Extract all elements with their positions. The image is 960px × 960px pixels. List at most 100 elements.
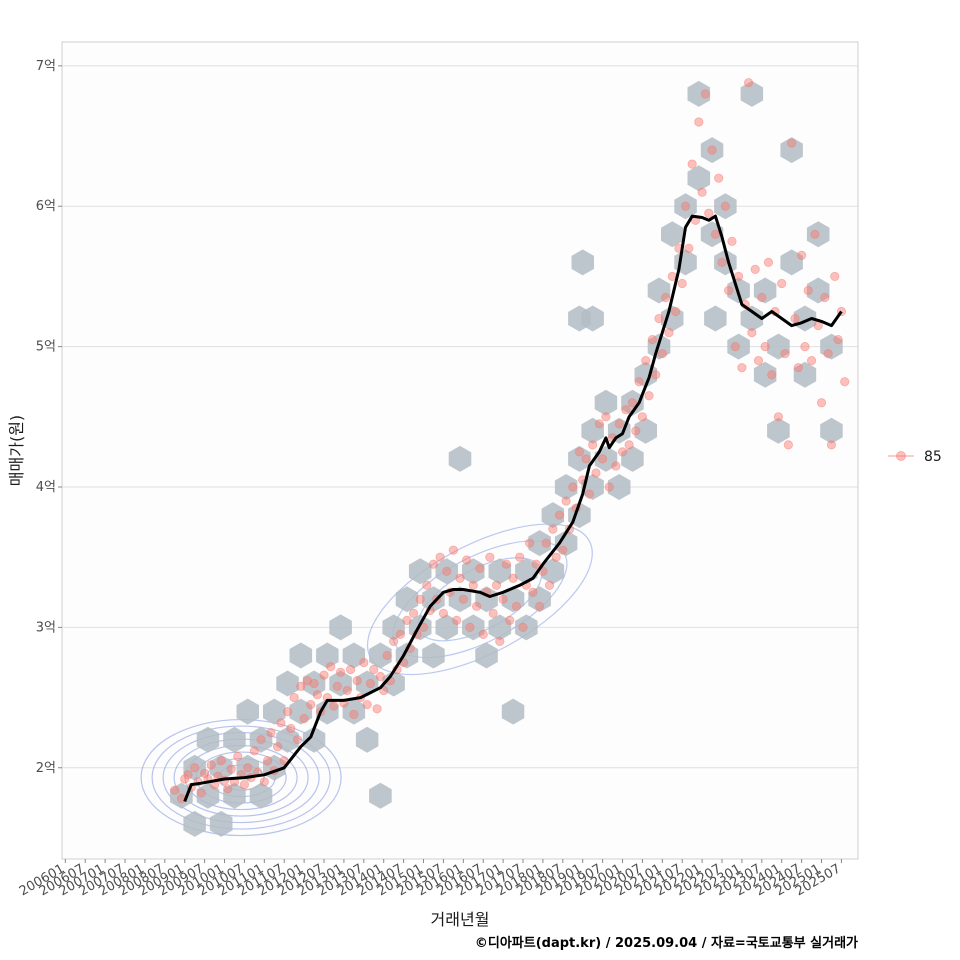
x-axis-title: 거래년월 — [431, 910, 490, 929]
data-point — [750, 264, 760, 275]
hex-bin — [740, 80, 764, 107]
hex-bin — [634, 417, 657, 444]
data-point — [810, 229, 820, 239]
hex-bin — [329, 614, 352, 641]
legend: 85 — [888, 449, 942, 465]
data-point — [710, 229, 720, 239]
data-point — [438, 608, 449, 618]
data-point — [614, 419, 624, 429]
data-point — [763, 257, 774, 267]
data-point — [329, 701, 339, 711]
scatter-points — [170, 78, 850, 804]
hex-bin — [727, 333, 750, 360]
data-point — [598, 454, 608, 464]
data-point — [243, 763, 253, 773]
data-point — [700, 89, 711, 99]
data-point — [820, 292, 830, 303]
hex-bin — [316, 642, 339, 669]
data-point — [276, 718, 286, 728]
data-point — [435, 552, 445, 562]
hex-bin — [183, 810, 206, 837]
data-point — [558, 545, 568, 555]
data-point — [747, 327, 757, 338]
data-point — [773, 412, 784, 422]
data-point — [753, 356, 764, 366]
data-point — [515, 552, 525, 562]
hex-bin — [196, 726, 220, 753]
hex-bin — [276, 670, 299, 697]
data-point — [621, 405, 631, 415]
density-contour — [151, 725, 331, 830]
hex-bin — [395, 642, 419, 669]
data-point — [525, 538, 535, 548]
data-point — [816, 398, 827, 408]
hex-bin — [581, 305, 604, 332]
data-point — [498, 594, 508, 604]
hex-bin — [581, 417, 604, 444]
data-point — [233, 751, 243, 762]
hex-bin — [395, 586, 419, 613]
data-point — [312, 690, 322, 700]
data-point — [687, 159, 697, 169]
data-point — [611, 461, 621, 471]
data-point — [840, 377, 850, 387]
data-point — [369, 664, 379, 675]
data-point — [402, 615, 412, 625]
data-point — [511, 601, 521, 611]
data-point — [684, 243, 694, 253]
data-point — [345, 664, 356, 675]
hex-bin — [501, 586, 525, 613]
data-point — [793, 363, 803, 373]
hex-bin — [236, 698, 259, 725]
data-point — [462, 555, 472, 565]
data-point — [183, 770, 193, 780]
data-point — [790, 313, 800, 324]
data-point — [226, 764, 236, 774]
hex-bin — [704, 305, 727, 332]
hex-bin — [820, 333, 843, 360]
data-point — [190, 763, 200, 773]
hex-bin — [515, 614, 538, 641]
hex-bin — [554, 474, 578, 500]
data-point — [760, 342, 770, 352]
y-tick-label: 3억 — [36, 620, 56, 635]
data-point — [664, 327, 674, 338]
hex-bin — [289, 642, 313, 669]
data-point — [296, 681, 306, 691]
hex-bin — [541, 502, 565, 529]
data-point — [206, 760, 216, 770]
data-point — [455, 573, 465, 583]
data-point — [501, 559, 512, 569]
data-point — [826, 440, 837, 450]
data-point — [823, 349, 833, 359]
trend-line-group — [183, 214, 843, 802]
data-point — [777, 278, 787, 289]
hex-bin — [753, 361, 777, 388]
data-point — [442, 566, 452, 576]
data-point — [452, 615, 462, 625]
data-point — [528, 587, 538, 597]
data-point — [574, 447, 585, 457]
hex-bin — [700, 137, 724, 164]
data-point — [651, 370, 661, 380]
data-point — [661, 292, 671, 303]
hex-bin — [554, 530, 578, 557]
data-point — [485, 552, 495, 562]
data-point — [372, 704, 382, 714]
data-point — [422, 580, 432, 590]
hex-bin — [448, 445, 472, 472]
data-point — [588, 440, 598, 450]
hex-bin — [571, 249, 594, 276]
hex-bin — [753, 277, 777, 304]
data-point — [551, 552, 561, 562]
data-point — [654, 313, 664, 324]
y-tick-label: 4억 — [36, 480, 56, 495]
data-point — [395, 629, 405, 639]
hex-bin — [501, 698, 525, 725]
data-point — [601, 412, 611, 422]
data-point — [680, 201, 691, 211]
hex-bin — [382, 614, 405, 641]
data-point — [637, 412, 648, 422]
data-point — [677, 278, 687, 289]
